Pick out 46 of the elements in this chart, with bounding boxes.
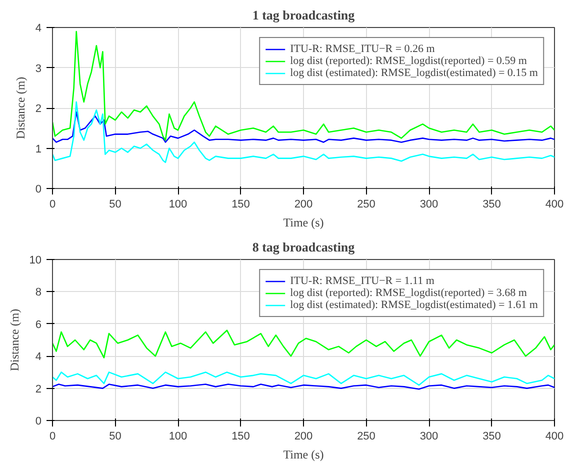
x-tick-label: 50 [109,430,122,442]
x-tick-label: 150 [232,198,250,210]
legend-label: ITU-R: RMSE_ITU−R = 1.11 m [290,275,434,287]
x-tick-label: 0 [49,430,56,442]
chart-title: 1 tag broadcasting [252,8,356,22]
x-tick-label: 400 [545,198,564,210]
x-tick-label: 250 [357,198,376,210]
legend-label: log dist (estimated): RMSE_logdist(estimated) = 0.15 m [290,67,538,79]
line-series [52,101,554,163]
y-tick-label: 0 [35,184,42,196]
legend-label: log dist (reported): RMSE_logdist(reported) = 0.59 m [290,55,527,67]
y-tick-label: 10 [29,254,42,266]
x-tick-label: 350 [482,198,501,210]
y-axis-title: Distance (m) [7,308,22,372]
x-tick-label: 200 [294,198,313,210]
x-axis-title: Time (s) [283,448,324,462]
line-series [52,330,554,358]
y-tick-label: 8 [35,286,42,299]
x-tick-label: 400 [545,430,564,442]
y-tick-label: 4 [35,22,42,34]
x-axis-title: Time (s) [283,216,324,230]
chart-title: 8 tag broadcasting [252,240,356,254]
line-series [52,372,554,386]
x-tick-label: 300 [420,198,438,210]
x-tick-label: 350 [482,430,501,442]
x-tick-label: 100 [168,198,188,210]
y-tick-label: 2 [35,383,42,396]
y-tick-label: 3 [35,62,42,75]
legend-label: log dist (estimated): RMSE_logdist(estimated) = 1.61 m [290,299,538,311]
x-tick-label: 100 [168,430,188,442]
legend-label: ITU-R: RMSE_ITU−R = 0.26 m [290,43,435,55]
x-tick-label: 200 [294,430,313,442]
x-tick-label: 50 [109,198,122,210]
legend-label: log dist (reported): RMSE_logdist(reported) = 3.68 m [290,287,527,299]
y-tick-label: 6 [35,318,42,331]
x-tick-label: 300 [420,430,438,442]
y-tick-label: 2 [35,103,42,115]
x-tick-label: 150 [232,430,250,442]
y-axis-title: Distance (m) [13,76,28,140]
x-tick-label: 0 [49,198,56,210]
y-tick-label: 0 [35,416,42,428]
line-series [52,30,554,141]
y-tick-label: 4 [35,351,42,364]
y-tick-label: 1 [35,143,42,156]
x-tick-label: 250 [357,430,376,442]
line-series [52,111,554,143]
